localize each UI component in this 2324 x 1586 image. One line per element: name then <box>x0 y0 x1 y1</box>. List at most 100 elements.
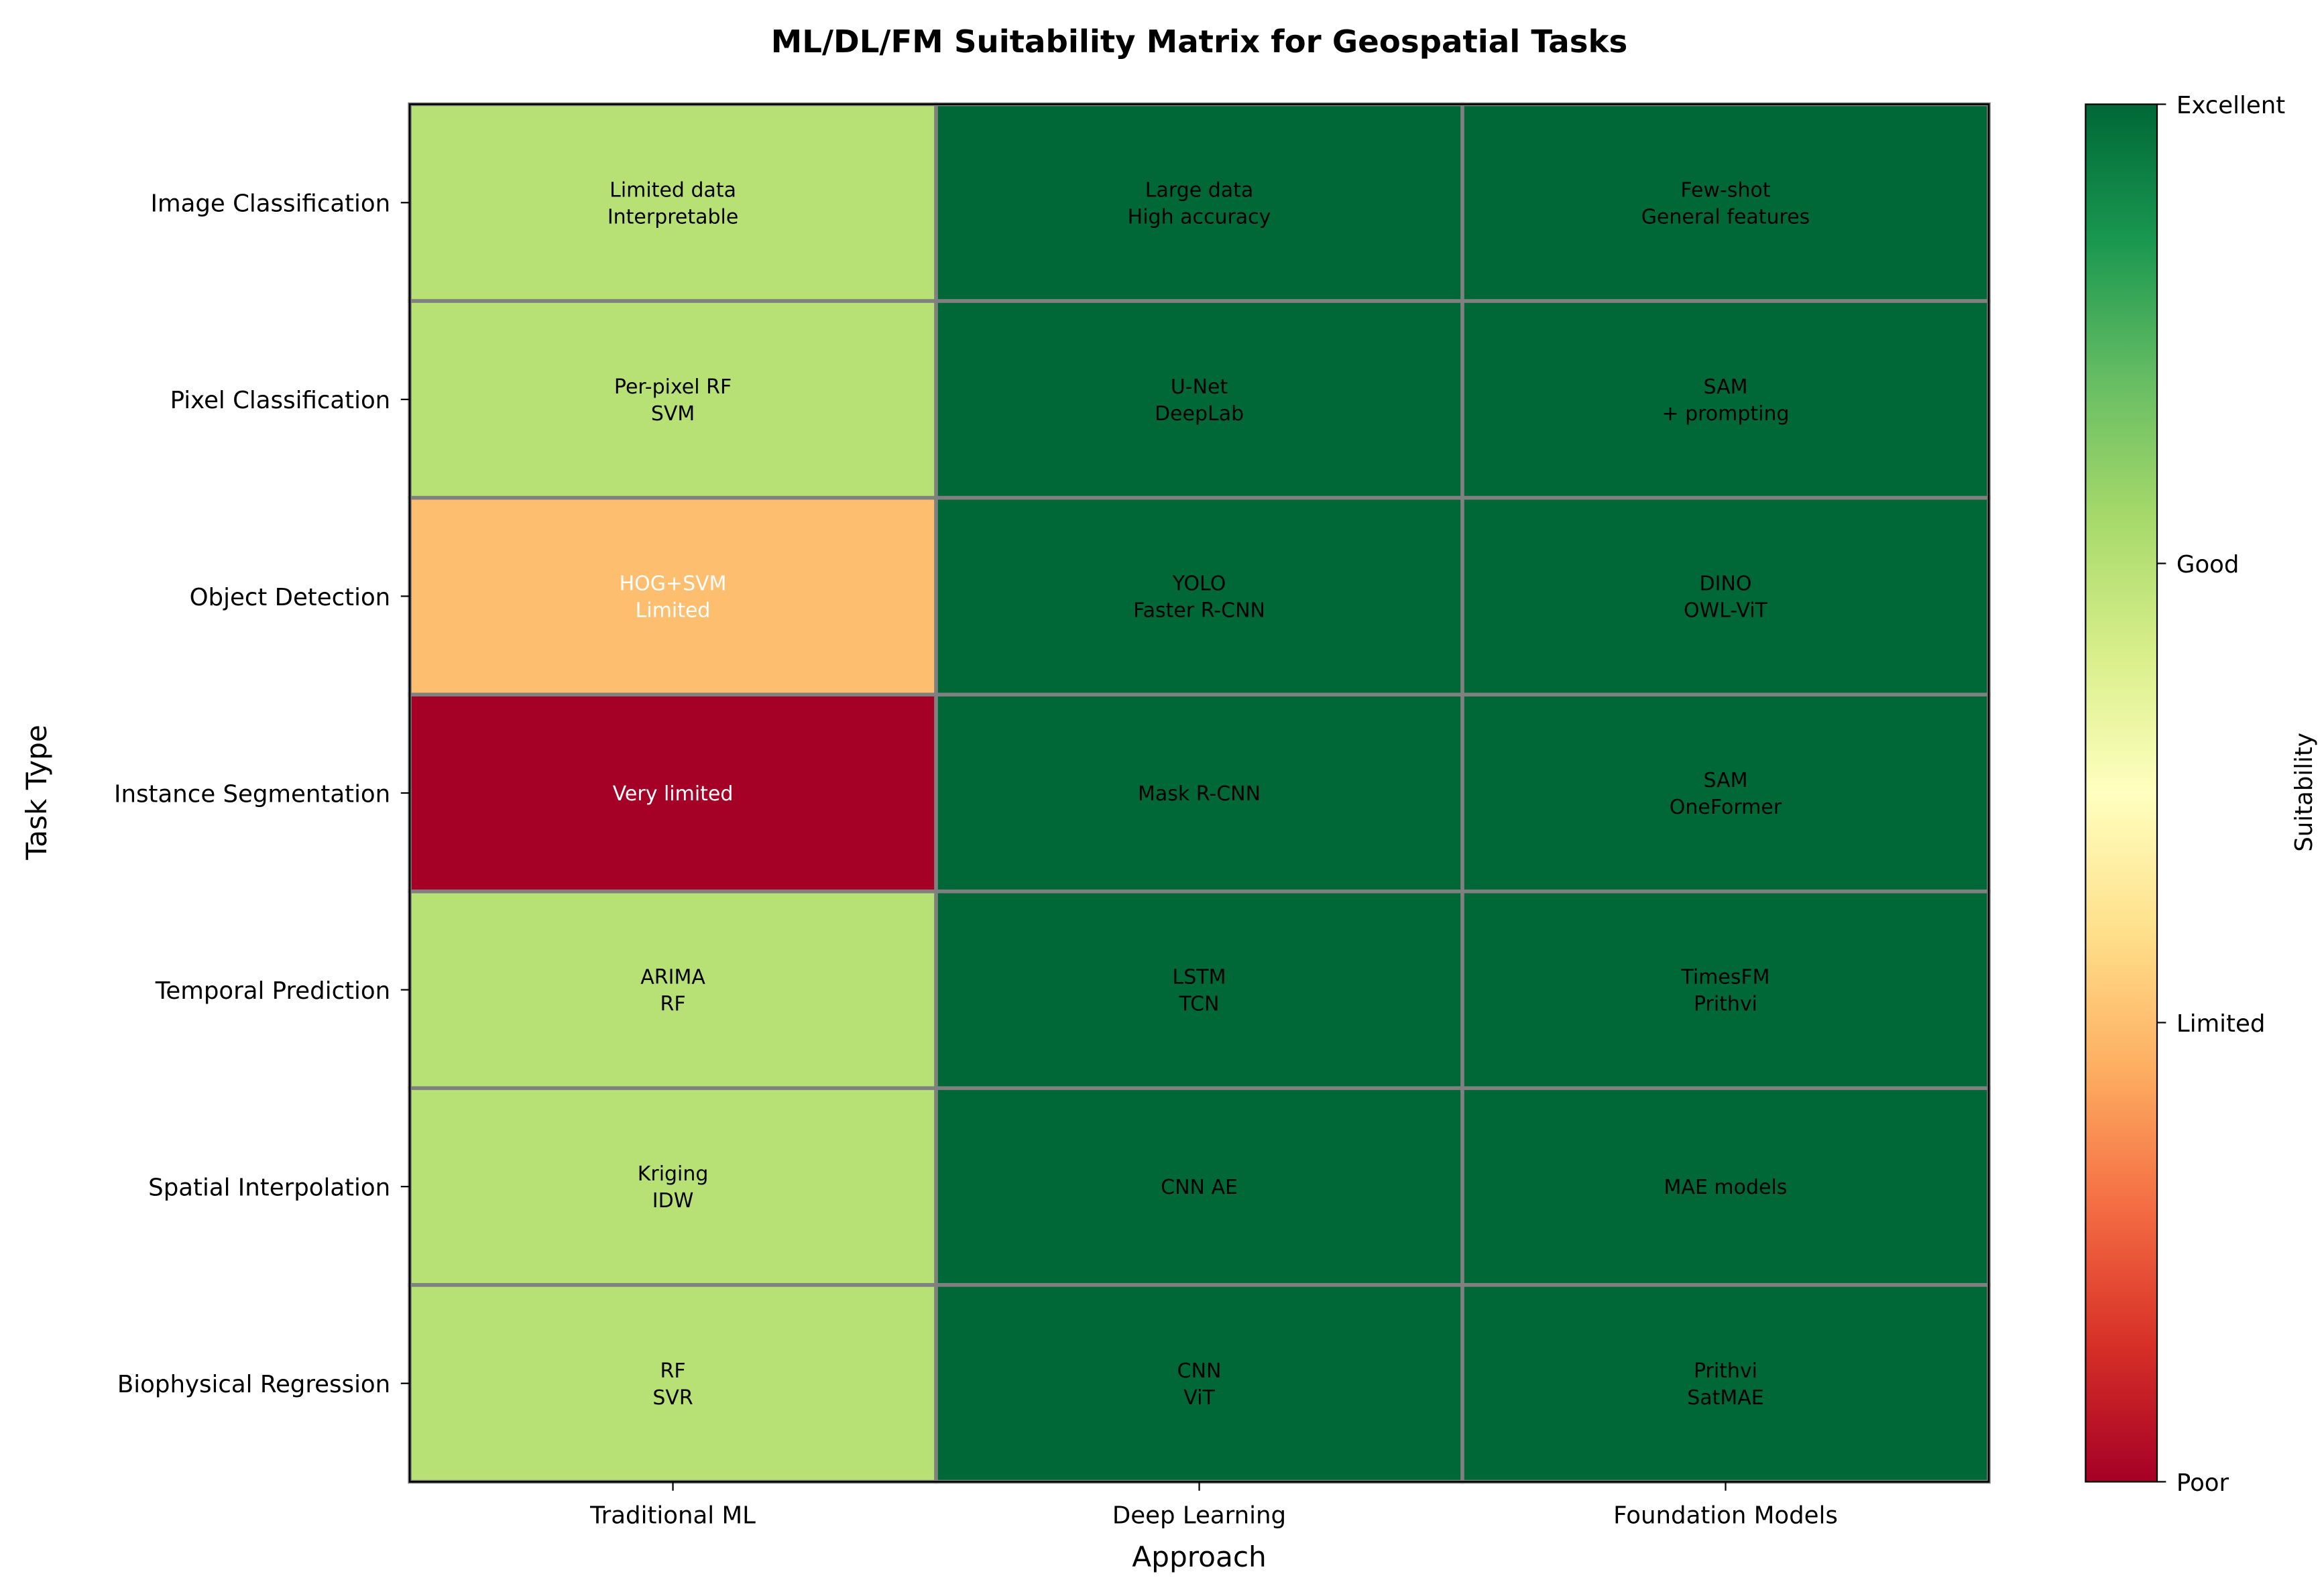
cell-annotation-line: Limited <box>636 599 711 623</box>
heatmap-cell <box>1460 495 1991 696</box>
heatmap-cell <box>934 890 1464 1091</box>
y-axis: Image Classification Pixel Classification… <box>114 190 410 1398</box>
cell-annotation-line: Faster R-CNN <box>1133 599 1265 623</box>
cell-annotation: SAM + prompting <box>1662 375 1789 426</box>
cell-annotation: LSTM TCN <box>1173 966 1226 1016</box>
y-axis-label: Task Type <box>20 725 53 860</box>
colorbar-tick-label: Limited <box>2176 1010 2266 1038</box>
y-tick-label: Image Classification <box>151 190 391 218</box>
cell-annotation-line: IDW <box>652 1189 694 1213</box>
cell-annotation: U-Net DeepLab <box>1155 375 1244 426</box>
cell-annotation-line: + prompting <box>1662 402 1789 426</box>
cell-annotation: Kriging IDW <box>638 1162 709 1213</box>
y-tick-label: Spatial Interpolation <box>148 1174 390 1201</box>
cell-annotation-line: Mask R-CNN <box>1138 782 1261 806</box>
cell-annotation-line: OneFormer <box>1670 796 1782 819</box>
heatmap-cell <box>1460 692 1991 894</box>
cell-annotation-line: CNN <box>1177 1359 1222 1383</box>
cell-annotation-line: SatMAE <box>1687 1386 1764 1410</box>
heatmap-cell <box>408 1283 938 1484</box>
cell-annotation-line: SVM <box>651 402 695 426</box>
cell-annotation: RF SVR <box>652 1359 693 1410</box>
colorbar-tick-label: Excellent <box>2176 92 2285 119</box>
cell-annotation-line: Limited data <box>609 178 736 202</box>
cell-annotation-line: SAM <box>1704 375 1748 399</box>
x-axis-label: Approach <box>1132 1540 1267 1573</box>
cell-annotation-line: High accuracy <box>1128 205 1271 229</box>
cell-annotation-line: Kriging <box>638 1162 709 1186</box>
colorbar-label: Suitability <box>2290 733 2318 852</box>
cell-annotation-line: Large data <box>1145 178 1253 202</box>
heatmap-cell <box>934 1086 1464 1287</box>
cell-annotation-line: U-Net <box>1171 375 1228 399</box>
cell-annotation-line: YOLO <box>1172 572 1226 596</box>
cell-annotation-line: ARIMA <box>640 966 705 989</box>
cell-annotation-line: Very limited <box>613 782 734 806</box>
cell-annotation-line: CNN AE <box>1161 1176 1238 1199</box>
colorbar-tick-label: Poor <box>2176 1469 2229 1497</box>
x-tick-label: Deep Learning <box>1112 1502 1286 1530</box>
y-tick-label: Pixel Classification <box>170 387 391 414</box>
cell-annotation-line: DINO <box>1700 572 1752 596</box>
cell-annotation: YOLO Faster R-CNN <box>1133 572 1265 623</box>
cell-annotation: MAE models <box>1664 1176 1788 1199</box>
cell-annotation-line: OWL-ViT <box>1684 599 1768 623</box>
cell-annotation: Mask R-CNN <box>1138 782 1261 806</box>
heatmap-cell <box>934 692 1464 894</box>
heatmap-cells: Limited data Interpretable Large data High … <box>408 102 1991 1484</box>
cell-annotation: ARIMA RF <box>640 966 705 1016</box>
heatmap-cell <box>1460 299 1991 500</box>
heatmap-cell <box>934 299 1464 500</box>
cell-annotation-line: SAM <box>1704 769 1748 792</box>
heatmap-cell <box>408 692 938 894</box>
cell-annotation-line: Per-pixel RF <box>614 375 732 399</box>
cell-annotation-line: ViT <box>1183 1386 1215 1410</box>
cell-annotation: Prithvi SatMAE <box>1687 1359 1764 1410</box>
cell-annotation: Few-shot General features <box>1641 178 1810 229</box>
cell-annotation-line: MAE models <box>1664 1176 1788 1199</box>
cell-annotation: Large data High accuracy <box>1128 178 1271 229</box>
cell-annotation: TimesFM Prithvi <box>1680 966 1769 1016</box>
heatmap-cell <box>934 495 1464 696</box>
x-axis: Traditional ML Deep Learning Foundation Mo… <box>589 1481 1838 1530</box>
heatmap-cell <box>408 102 938 303</box>
cell-annotation-line: Prithvi <box>1694 1359 1757 1383</box>
cell-annotation-line: HOG+SVM <box>620 572 727 596</box>
chart-title: ML/DL/FM Suitability Matrix for Geospati… <box>771 24 1627 60</box>
cell-annotation: HOG+SVM Limited <box>620 572 727 623</box>
y-tick-label: Biophysical Regression <box>117 1371 390 1398</box>
heatmap-cell <box>408 495 938 696</box>
cell-annotation: Per-pixel RF SVM <box>614 375 732 426</box>
heatmap-cell <box>934 102 1464 303</box>
cell-annotation-line: TCN <box>1179 993 1220 1016</box>
cell-annotation: DINO OWL-ViT <box>1684 572 1768 623</box>
x-tick-label: Traditional ML <box>589 1502 756 1530</box>
cell-annotation-line: TimesFM <box>1680 966 1769 989</box>
cell-annotation-line: Prithvi <box>1694 993 1757 1016</box>
cell-annotation: CNN ViT <box>1177 1359 1222 1410</box>
colorbar-ticks: Poor Limited Good Excellent <box>2157 92 2285 1497</box>
heatmap-cell <box>934 1283 1464 1484</box>
heatmap-cell <box>408 890 938 1091</box>
cell-annotation-line: General features <box>1641 205 1810 229</box>
cell-annotation-line: RF <box>660 993 686 1016</box>
y-tick-label: Object Detection <box>190 584 391 611</box>
heatmap-cell <box>1460 1283 1991 1484</box>
cell-annotation-line: DeepLab <box>1155 402 1244 426</box>
cell-annotation: CNN AE <box>1161 1176 1238 1199</box>
cell-annotation: SAM OneFormer <box>1670 769 1782 819</box>
cell-annotation-line: SVR <box>652 1386 693 1410</box>
colorbar-tick-label: Good <box>2176 551 2240 578</box>
heatmap-cell <box>408 1086 938 1287</box>
cell-annotation-line: Few-shot <box>1680 178 1770 202</box>
x-tick-label: Foundation Models <box>1613 1502 1838 1530</box>
cell-annotation-line: Interpretable <box>607 205 738 229</box>
colorbar <box>2085 103 2158 1483</box>
heatmap-cell <box>1460 890 1991 1091</box>
y-tick-label: Instance Segmentation <box>114 780 390 808</box>
heatmap-cell <box>408 299 938 500</box>
cell-annotation: Limited data Interpretable <box>607 178 738 229</box>
cell-annotation-line: LSTM <box>1173 966 1226 989</box>
y-tick-label: Temporal Prediction <box>155 977 391 1005</box>
